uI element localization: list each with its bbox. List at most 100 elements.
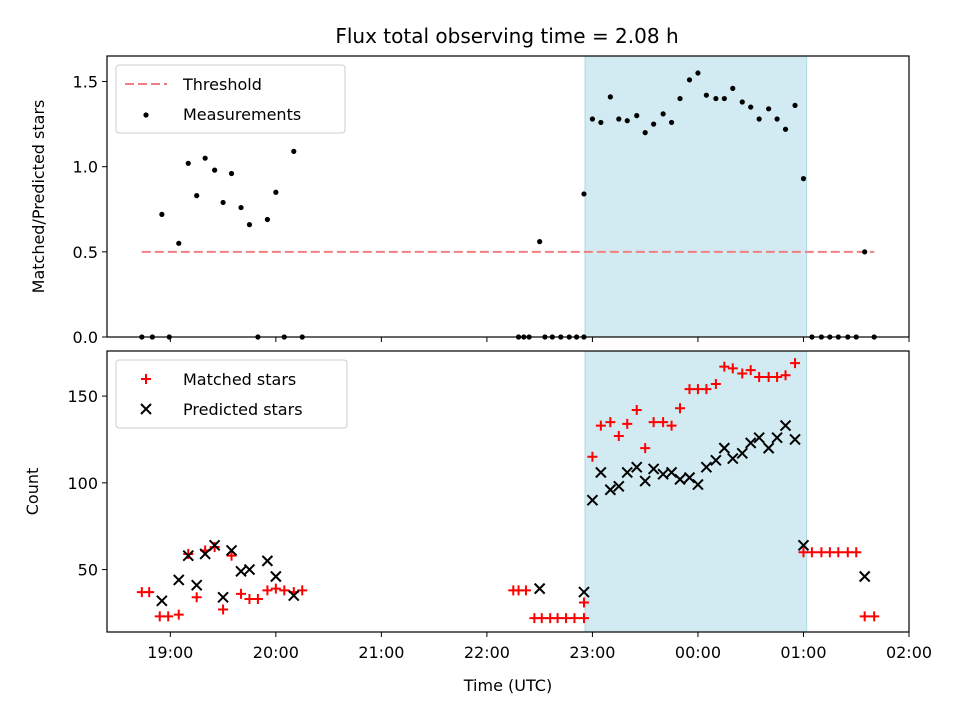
matched-star-point [754, 372, 765, 383]
measurement-point [220, 199, 226, 206]
predicted-star-point [182, 549, 194, 562]
measurement-point [246, 222, 253, 228]
predicted-star-point [700, 461, 713, 473]
measurement-point [782, 126, 789, 132]
predicted-star-point [665, 466, 678, 479]
matched-star-point [605, 417, 616, 428]
matched-star-point [252, 594, 263, 605]
x-tick-label: 20:00 [253, 643, 299, 662]
legend-box [115, 64, 346, 134]
y-axis-label: Count [23, 468, 42, 516]
measurement-point [273, 189, 279, 195]
measurement-point [291, 148, 297, 154]
measurement-point [677, 95, 683, 102]
predicted-star-point [631, 461, 643, 473]
predicted-star-point [533, 582, 546, 595]
predicted-star-point [243, 563, 256, 576]
predicted-star-point [736, 447, 748, 460]
predicted-star-point [692, 478, 704, 491]
matched-star-point [209, 542, 220, 553]
y-tick-label: 1.5 [73, 73, 98, 92]
predicted-star-point [613, 480, 625, 493]
measurement-point [194, 193, 200, 199]
matched-star-point [297, 585, 308, 596]
observing-window-span [584, 55, 808, 338]
x-tick-label: 02:00 [886, 643, 932, 662]
measurement-point [800, 176, 807, 182]
legend-threshold-label: Threshold [182, 75, 262, 94]
measurement-point [713, 95, 719, 102]
matched-star-point [816, 547, 827, 558]
measurement-point [624, 118, 630, 124]
predicted-star-point [657, 468, 669, 480]
x-tick-label: 21:00 [358, 643, 404, 662]
predicted-star-point [762, 442, 775, 454]
measurement-point [634, 113, 640, 119]
matched-star-point [666, 420, 677, 431]
measurement-point [739, 99, 745, 105]
predicted-star-point [710, 454, 722, 466]
predicted-star-point [595, 466, 607, 479]
matched-star-point [684, 384, 695, 395]
predicted-star-point [225, 544, 238, 557]
y-tick-label: 1.0 [73, 158, 98, 177]
x-tick-label: 23:00 [569, 643, 615, 662]
matched-star-point [622, 418, 633, 429]
legend-box [115, 359, 348, 429]
x-tick-label: 19:00 [147, 643, 193, 662]
predicted-star-point [217, 591, 229, 604]
matched-star-point [244, 594, 255, 605]
measurement-point [792, 102, 798, 108]
predicted-star-point [718, 442, 731, 454]
predicted-star-point [771, 432, 783, 444]
measurement-point [228, 170, 235, 177]
measurement-point [202, 155, 208, 161]
matched-star-point [226, 550, 237, 561]
legend-measurements-label: Measurements [183, 105, 301, 124]
axes-frame [106, 350, 910, 633]
y-tick-label: 0.5 [73, 243, 98, 262]
matched-star-point [745, 365, 756, 376]
predicted-star-point [674, 473, 686, 486]
y-tick-label: 150 [67, 387, 98, 406]
y-tick-label: 100 [67, 474, 98, 493]
measurement-point [730, 85, 736, 91]
matched-star-point [833, 547, 844, 558]
predicted-star-point [261, 555, 274, 567]
measurement-point [660, 111, 666, 117]
chart-title: Flux total observing time = 2.08 h [335, 24, 678, 48]
matched-star-point [578, 613, 589, 624]
predicted-star-point [797, 539, 810, 551]
matched-star-point [727, 363, 738, 374]
y-tick-label: 50 [78, 561, 98, 580]
predicted-star-point [235, 565, 247, 577]
legend-matched-label: Matched stars [183, 370, 296, 389]
measurement-point [238, 204, 244, 211]
measurement-point [766, 106, 772, 112]
matched-star-point [595, 420, 606, 431]
predicted-star-point [578, 586, 590, 598]
x-tick-label: 01:00 [780, 643, 826, 662]
axes-frame [106, 55, 910, 338]
matched-star-point [675, 403, 686, 414]
measurement-point [185, 160, 191, 166]
matched-star-point [183, 548, 194, 559]
measurement-point [686, 77, 693, 83]
matched-star-point [710, 378, 721, 389]
matched-star-point [613, 430, 624, 441]
predicted-star-point [745, 437, 757, 449]
matched-star-point [154, 611, 165, 622]
matched-star-point [569, 613, 580, 624]
predicted-star-point [190, 579, 203, 591]
matched-star-point [648, 417, 659, 428]
predicted-star-point [858, 570, 871, 583]
predicted-star-point [270, 570, 282, 583]
legend-predicted-label: Predicted stars [183, 400, 303, 419]
predicted-star-point [156, 595, 168, 607]
predicted-star-point [604, 484, 617, 496]
measurement-point [756, 116, 762, 122]
matched-star-point [163, 611, 174, 622]
legend: Matched stars Predicted stars [115, 359, 348, 429]
flux-ratio-panel: 0.0 0.5 1.0 1.5 Matched/Predicted stars Thres… [29, 55, 910, 347]
